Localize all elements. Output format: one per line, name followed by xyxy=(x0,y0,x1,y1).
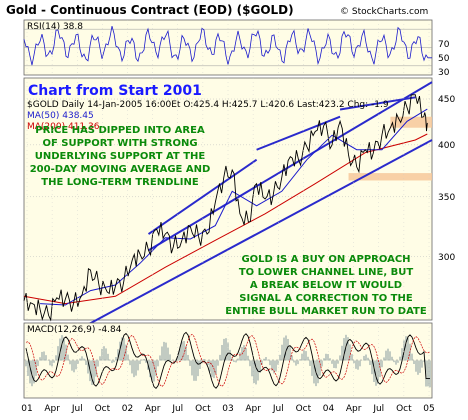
rsi-grid xyxy=(24,28,432,67)
price-tick-label: 350 xyxy=(438,193,455,203)
x-axis: 01 Apr Jul Oct 02 Apr Jul Oct 03 Apr Jul Oct 04 Apr Ju… xyxy=(21,20,435,414)
x-tick-label: Apr xyxy=(346,404,362,414)
support-band xyxy=(348,173,432,181)
ma50-label: MA(50) 438.45 xyxy=(27,111,94,121)
annotation-2-line-2: TO LOWER CHANNEL LINE, BUT xyxy=(239,267,414,278)
annotation-1-line-5: THE LONG-TERM TRENDLINE xyxy=(41,177,199,188)
trend-segment xyxy=(147,158,258,235)
annotation-2-line-4: SIGNAL A CORRECTION TO THE xyxy=(239,293,413,304)
x-tick-label: Jul xyxy=(71,404,83,414)
copyright-text: © StockCharts.com xyxy=(340,7,428,17)
annotation-1: PRICE HAS DIPPED INTO AREA OF SUPPORT WI… xyxy=(30,125,211,188)
annotation-2: GOLD IS A BUY ON APPROACH TO LOWER CHANN… xyxy=(225,254,427,317)
support-bands xyxy=(348,116,432,181)
rsi-tick-30: 30 xyxy=(438,68,450,78)
channel-line-upper xyxy=(147,81,433,252)
macd-label: MACD(12,26,9) -4.84 xyxy=(27,325,122,335)
price-tick-label: 300 xyxy=(438,253,455,263)
x-tick-label: Jul xyxy=(372,404,384,414)
channel-line-lower xyxy=(81,139,433,329)
x-tick-label: 03 xyxy=(222,404,233,414)
price-axis: 300 350 400 450 xyxy=(438,95,455,263)
ma200-line xyxy=(23,133,428,305)
x-tick-label: Jul xyxy=(272,404,284,414)
channel-lines xyxy=(81,81,433,329)
rsi-tick-70: 70 xyxy=(438,40,450,50)
support-band xyxy=(390,116,432,128)
price-line xyxy=(23,94,428,322)
annotation-1-line-1: PRICE HAS DIPPED INTO AREA xyxy=(35,125,205,136)
price-tick-label: 450 xyxy=(438,95,455,105)
annotation-1-line-3: UNDERLYING SUPPORT AT THE xyxy=(35,151,206,162)
macd-line xyxy=(25,331,430,390)
x-tick-label: Oct xyxy=(95,404,111,414)
annotation-1-line-4: 200-DAY MOVING AVERAGE AND xyxy=(30,164,211,175)
x-tick-label: Oct xyxy=(195,404,211,414)
x-tick-label: Apr xyxy=(44,404,60,414)
x-tick-label: Oct xyxy=(396,404,412,414)
annotation-1-line-2: OF SUPPORT WITH STRONG xyxy=(42,138,197,149)
price-tick-label: 400 xyxy=(438,141,455,151)
annotation-2-line-5: ENTIRE BULL MARKET RUN TO DATE xyxy=(225,306,427,317)
rsi-label: RSI(14) 38.8 xyxy=(27,22,83,32)
x-tick-label: Apr xyxy=(145,404,161,414)
price-grid xyxy=(24,98,432,258)
annotation-2-line-3: A BREAK BELOW IT WOULD xyxy=(250,280,402,291)
x-tick-label: Oct xyxy=(296,404,312,414)
x-tick-label: 02 xyxy=(122,404,133,414)
trend-segment xyxy=(339,96,416,111)
price-info-line: $GOLD Daily 14-Jan-2005 16:00Et O:425.4 … xyxy=(27,100,389,110)
macd-histogram xyxy=(25,334,431,388)
ma200-label: MA(200) 411.36 xyxy=(27,122,100,132)
rsi-tick-50: 50 xyxy=(438,54,450,64)
banner-text: Chart from Start 2001 xyxy=(28,83,202,99)
x-tick-label: Jul xyxy=(171,404,183,414)
x-tick-label: 04 xyxy=(323,404,335,414)
x-tick-label: 01 xyxy=(21,404,32,414)
x-tick-label: Apr xyxy=(245,404,261,414)
chart-title: Gold - Continuous Contract (EOD) ($GOLD) xyxy=(6,3,294,17)
annotation-2-line-1: GOLD IS A BUY ON APPROACH xyxy=(241,254,410,265)
x-tick-label: 05 xyxy=(423,404,434,414)
